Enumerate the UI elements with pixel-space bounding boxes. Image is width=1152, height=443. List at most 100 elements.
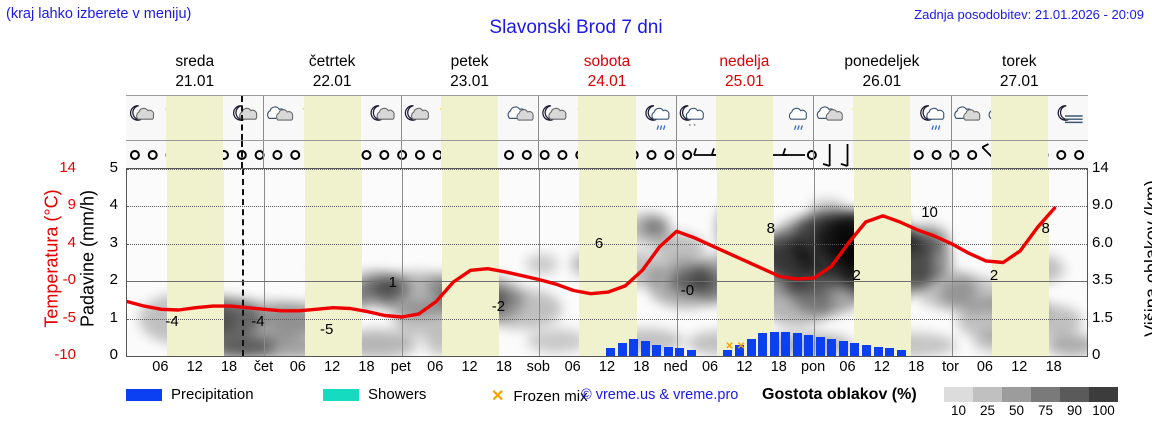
gridline xyxy=(127,206,1087,208)
cloud-density-segment-0 xyxy=(944,387,973,402)
weather-icon-moon-cloud xyxy=(370,105,395,121)
legend-precipitation-label: Precipitation xyxy=(171,386,254,403)
weather-icon-moon-cloud xyxy=(233,105,258,121)
day-header-2: četrtek 22.01 xyxy=(263,52,400,94)
cloud-density-blob xyxy=(809,199,845,219)
day-name: četrtek xyxy=(308,53,356,70)
x-tick-16: 06 xyxy=(701,359,719,375)
day-header-4: sobota 24.01 xyxy=(538,52,675,94)
cloud-tick-3: 3.5 xyxy=(1092,271,1113,289)
temp-tick-5: -10 xyxy=(54,346,76,363)
day-header-band: sreda 21.01 četrtek 22.01 petek 23.01 sobota 24… xyxy=(126,52,1088,94)
axis-label-cloudheight: Višina oblakov (km) xyxy=(1141,180,1152,337)
day-header-6: ponedeljek 26.01 xyxy=(813,52,950,94)
daylight-band xyxy=(853,96,911,140)
x-tick-9: 12 xyxy=(461,359,478,375)
weather-icon-moon-cloud-snow: * * xyxy=(679,105,704,130)
current-time-line xyxy=(242,169,245,356)
day-date: 27.01 xyxy=(999,73,1039,90)
cloud-density-segment-3 xyxy=(1031,387,1060,402)
wind-calm-marker xyxy=(521,150,532,160)
frozen-mix-icon: ✕ xyxy=(491,388,505,405)
day-divider xyxy=(263,141,265,168)
day-name: petek xyxy=(450,53,489,70)
chart-legend: Precipitation Showers ✕ Frozen mix © vre… xyxy=(126,386,1152,424)
day-divider xyxy=(951,169,953,356)
day-divider xyxy=(675,96,677,140)
x-tick-15: ned xyxy=(663,359,688,375)
day-divider xyxy=(401,169,403,356)
cloud-density-segment-1 xyxy=(973,387,1002,402)
precipitation-bar-18 xyxy=(838,340,848,356)
temp-tick-1: 9 xyxy=(67,196,76,214)
x-tick-17: 12 xyxy=(736,359,753,375)
precip-tick-3: 2 xyxy=(109,271,118,289)
precipitation-swatch xyxy=(126,388,162,401)
x-tick-22: 18 xyxy=(908,359,925,375)
temp-value-label-2: -5 xyxy=(319,321,334,339)
temp-value-label-5: 6 xyxy=(594,235,604,253)
precipitation-bar-9 xyxy=(734,344,744,356)
precipitation-bar-3 xyxy=(640,340,650,356)
daylight-band xyxy=(853,141,911,168)
precipitation-bar-20 xyxy=(861,344,871,356)
x-tick-2: 18 xyxy=(220,359,238,375)
day-name: torek xyxy=(1002,53,1037,70)
wind-calm-marker xyxy=(1074,150,1085,160)
x-tick-25: 12 xyxy=(1011,359,1028,375)
wind-calm-marker xyxy=(682,150,693,160)
wind-calm-marker xyxy=(646,150,657,160)
precipitation-bar-11 xyxy=(758,333,768,356)
legend-showers: Showers xyxy=(323,386,426,403)
wind-calm-marker xyxy=(806,150,817,160)
precipitation-bar-21 xyxy=(873,346,883,356)
weather-icon-moon-cloud xyxy=(542,105,567,121)
x-tick-20: 06 xyxy=(839,359,856,375)
temp-value-label-10: 2 xyxy=(989,266,999,284)
day-name: ponedeljek xyxy=(844,53,920,70)
wind-barb xyxy=(840,144,849,167)
day-divider xyxy=(813,141,815,168)
temp-value-label-8: 2 xyxy=(852,266,861,284)
cloud-density-segment-5 xyxy=(1089,387,1118,402)
day-date: 26.01 xyxy=(862,73,902,90)
wind-calm-marker xyxy=(967,150,978,160)
precipitation-bar-6 xyxy=(675,348,685,356)
temp-value-label-7: 8 xyxy=(766,219,775,237)
x-tick-14: 18 xyxy=(633,359,650,375)
weather-icon-cloud xyxy=(507,106,534,121)
cloud-density-tick-0: 10 xyxy=(950,403,967,418)
weather-icon-strip: **** xyxy=(126,95,1088,141)
wind-calm-marker xyxy=(949,150,960,160)
daylight-band xyxy=(578,141,636,168)
cloud-tick-4: 1.5 xyxy=(1092,308,1113,326)
temp-value-label-9: 10 xyxy=(921,204,938,222)
precipitation-bar-2 xyxy=(629,339,639,356)
daylight-band xyxy=(715,96,774,140)
daylight-band xyxy=(441,169,500,356)
daylight-band xyxy=(715,141,774,168)
wind-calm-marker xyxy=(272,150,283,160)
day-divider xyxy=(263,96,265,140)
cloud-tick-2: 6.0 xyxy=(1092,233,1113,251)
precipitation-bar-7 xyxy=(686,350,696,356)
x-tick-4: 06 xyxy=(289,359,306,375)
x-tick-18: 18 xyxy=(770,359,787,375)
daylight-band xyxy=(579,169,637,356)
legend-frozen-mix-label: Frozen mix xyxy=(513,387,588,405)
precipitation-bar-14 xyxy=(792,333,802,356)
cloud-density-tick-2: 50 xyxy=(1008,403,1025,418)
wind-calm-marker xyxy=(414,150,425,160)
wind-calm-marker xyxy=(397,150,408,160)
axis-ticks-precipitation: 5 4 3 2 1 0 xyxy=(88,159,118,363)
precipitation-bar-0 xyxy=(606,348,616,356)
temp-tick-3: -0 xyxy=(62,271,76,289)
day-divider xyxy=(264,169,266,356)
x-tick-24: 06 xyxy=(976,359,993,375)
x-tick-3: čet xyxy=(253,359,274,375)
temp-tick-0: 14 xyxy=(59,159,76,176)
temp-tick-2: 4 xyxy=(67,233,76,251)
x-tick-12: 06 xyxy=(564,359,581,375)
cloud-density-segment-2 xyxy=(1002,387,1031,402)
